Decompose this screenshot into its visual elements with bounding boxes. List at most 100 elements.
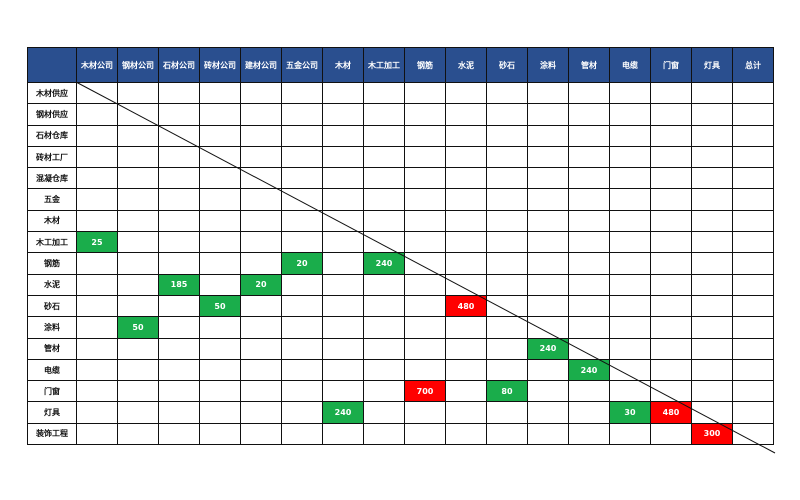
matrix-cell [732,337,774,360]
matrix-cell [158,401,200,424]
matrix-cell [322,167,364,190]
matrix-cell [240,337,282,360]
matrix-cell [158,252,200,275]
matrix-cell [240,188,282,211]
matrix-cell [527,422,569,446]
matrix-cell [527,209,569,233]
matrix-cell [732,209,774,233]
matrix-cell [404,145,446,169]
matrix-cell [445,167,487,190]
matrix-cell [527,124,569,147]
table-row: 木工加工 25 [27,231,774,254]
matrix-cell [199,422,241,446]
matrix-cell [650,252,692,275]
table-row: 木材 [27,209,774,233]
matrix-cell [199,380,241,403]
matrix-cell [240,294,282,318]
value-cell: 240 [527,337,569,360]
value-cell: 480 [445,294,487,318]
matrix-cell [322,103,364,126]
matrix-cell [281,422,323,446]
matrix-cell [486,188,528,211]
matrix-cell [199,273,241,296]
matrix-cell [404,252,446,275]
matrix-cell [363,358,405,382]
matrix-cell [322,81,364,105]
matrix-cell [404,103,446,126]
matrix-cell [158,124,200,147]
value-cell: 240 [322,401,364,424]
matrix-cell [363,103,405,126]
matrix-cell [486,337,528,360]
matrix-cell [404,358,446,382]
matrix-cell [117,252,159,275]
matrix-cell [650,103,692,126]
matrix-cell [609,188,651,211]
row-label: 木材 [27,209,77,233]
matrix-cell [404,81,446,105]
matrix-cell [445,103,487,126]
matrix-cell [363,81,405,105]
column-header: 水泥 [445,47,487,83]
matrix-cell [117,358,159,382]
matrix-cell [117,294,159,318]
matrix-cell [76,145,118,169]
matrix-cell [404,337,446,360]
table-row: 水泥 185 20 [27,273,774,296]
matrix-cell [363,401,405,424]
column-header: 砖材公司 [199,47,241,83]
matrix-cell [486,273,528,296]
matrix-cell [568,209,610,233]
matrix-cell [445,337,487,360]
matrix-cell [158,422,200,446]
matrix-cell [445,188,487,211]
matrix-table: 木材公司 钢材公司 石材公司 砖材公司 建材公司 五金公司 木材 木工加工 钢筋 水泥 砂石 涂料 管材… [27,47,774,446]
matrix-cell [281,358,323,382]
column-header: 总计 [732,47,774,83]
matrix-cell [445,422,487,446]
matrix-cell [117,81,159,105]
matrix-cell [568,273,610,296]
matrix-cell [322,273,364,296]
matrix-cell [732,358,774,382]
matrix-cell [609,252,651,275]
matrix-cell [363,273,405,296]
matrix-cell [486,81,528,105]
matrix-cell [281,380,323,403]
matrix-cell [527,380,569,403]
matrix-cell [404,209,446,233]
matrix-cell [732,103,774,126]
column-header: 砂石 [486,47,528,83]
matrix-cell [609,358,651,382]
matrix-cell [486,316,528,339]
matrix-cell [322,231,364,254]
column-header: 灯具 [691,47,733,83]
matrix-cell [445,209,487,233]
matrix-cell [322,209,364,233]
matrix-cell [527,103,569,126]
value-cell: 25 [76,231,118,254]
matrix-cell [650,358,692,382]
matrix-cell [199,81,241,105]
matrix-cell [486,401,528,424]
matrix-cell [281,124,323,147]
matrix-cell [158,209,200,233]
matrix-cell [445,401,487,424]
matrix-cell [732,401,774,424]
matrix-cell [609,167,651,190]
matrix-cell [76,252,118,275]
matrix-cell [240,209,282,233]
matrix-cell [568,124,610,147]
matrix-cell [404,124,446,147]
matrix-cell [568,316,610,339]
matrix-cell [363,422,405,446]
matrix-cell [199,124,241,147]
table-row: 灯具 240 30 480 [27,401,774,424]
matrix-cell [199,231,241,254]
matrix-cell [322,380,364,403]
matrix-cell [486,231,528,254]
matrix-cell [158,337,200,360]
row-label: 钢筋 [27,252,77,275]
matrix-cell [117,273,159,296]
matrix-cell [76,81,118,105]
